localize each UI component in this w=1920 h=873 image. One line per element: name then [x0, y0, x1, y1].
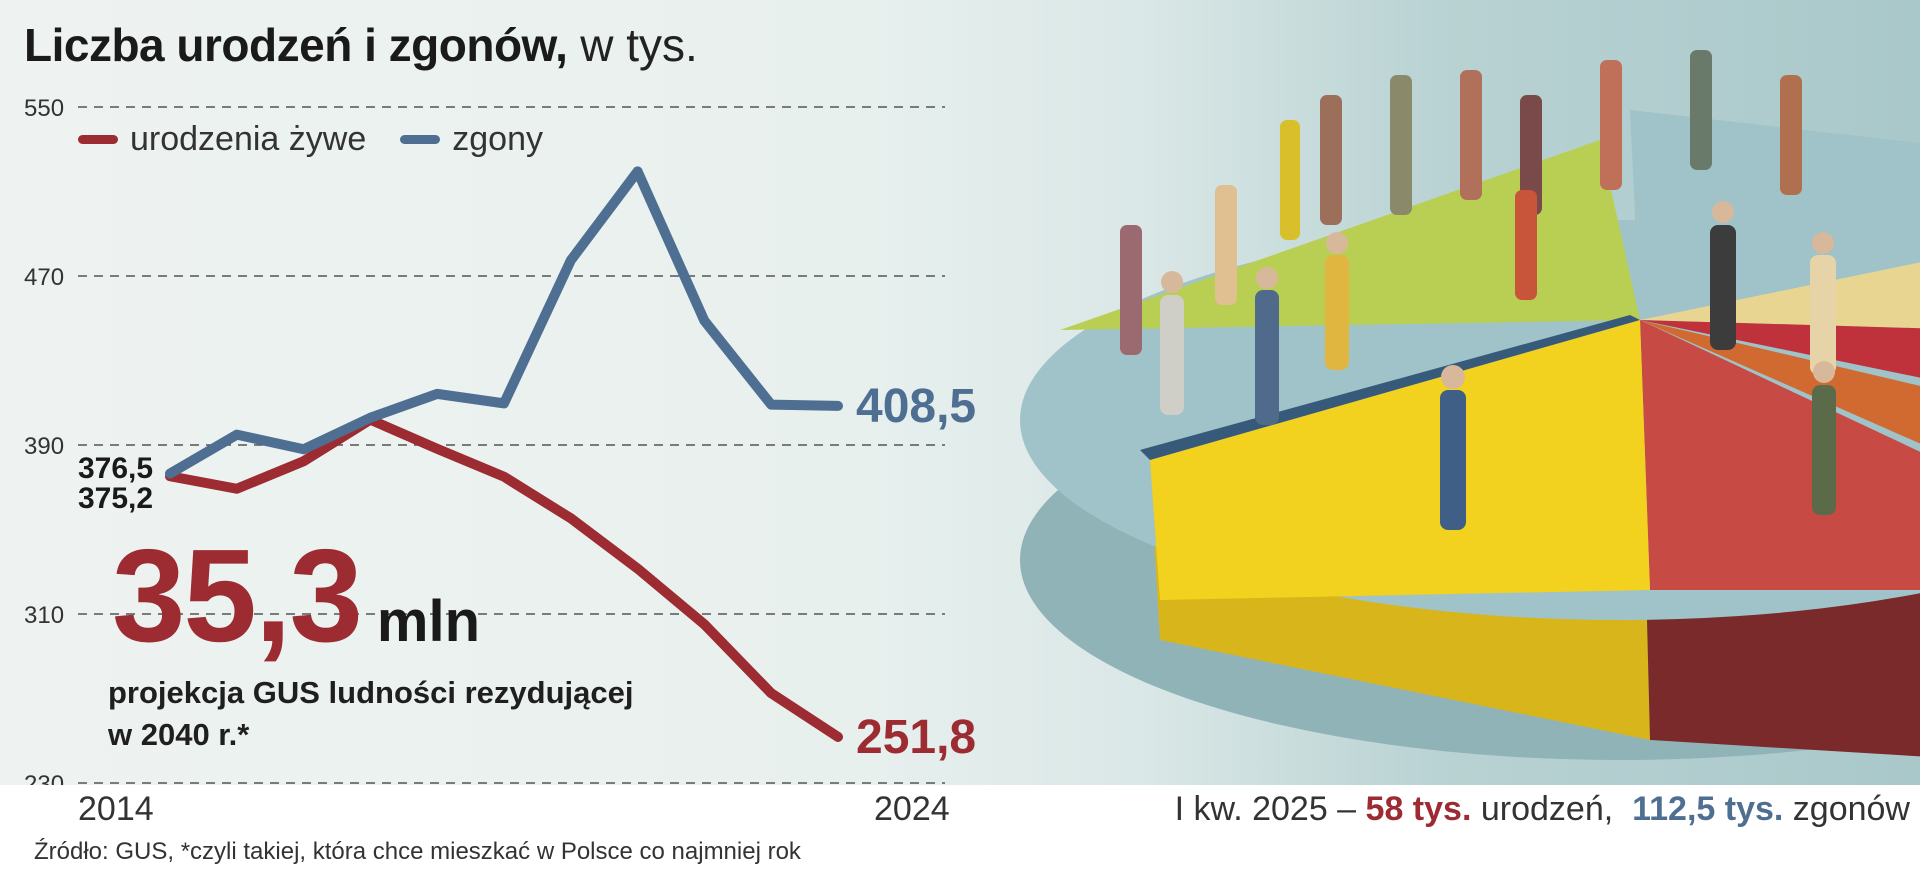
title-main: Liczba urodzeń i zgonów,: [24, 19, 568, 71]
projection-value: 35,3: [112, 522, 363, 669]
x-tick-label-start: 2014: [78, 790, 154, 828]
legend-swatch-deaths: [400, 135, 441, 144]
y-tick-label: 470: [24, 264, 64, 291]
start-label-births: 375,2: [78, 482, 153, 515]
end-label-births: 251,8: [856, 711, 976, 764]
chart-title: Liczba urodzeń i zgonów, w tys.: [24, 18, 698, 72]
title-unit: w tys.: [580, 19, 698, 71]
quarter-prefix: I kw. 2025 –: [1174, 790, 1357, 828]
series-line-deaths: [165, 166, 843, 479]
y-tick-label: 310: [24, 602, 64, 629]
end-label-deaths: 408,5: [856, 380, 976, 433]
quarter-deaths-text: zgonów: [1792, 790, 1910, 828]
source-note: Źródło: GUS, *czyli takiej, która chce m…: [34, 838, 801, 865]
legend-item-births: urodzenia żywe: [78, 120, 366, 159]
projection-line-2: w 2040 r.*: [108, 716, 250, 752]
quarter-births-value: 58 tys.: [1365, 790, 1472, 828]
pie-people-illustration: [1020, 50, 1920, 760]
legend: urodzenia żywe zgony: [78, 120, 563, 159]
quarter-births-text: urodzeń,: [1480, 790, 1614, 828]
chart-panel: 550 470 390 310 230 251,8 408,5 376,5 375,2 Licz…: [0, 0, 1920, 785]
y-tick-label: 230: [24, 771, 64, 785]
figurines: [1120, 50, 1836, 530]
series-line-births: [165, 414, 843, 742]
quarter-deaths-value: 112,5 tys.: [1632, 790, 1784, 828]
y-tick-label: 390: [24, 433, 64, 460]
legend-swatch-births: [78, 135, 118, 144]
projection-line-1: projekcja GUS ludności rezydującej: [108, 675, 634, 710]
quarter-summary: I kw. 2025 – 58 tys. urodzeń, 112,5 tys.…: [1175, 790, 1910, 829]
projection-description: projekcja GUS ludności rezydującej w 204…: [108, 672, 633, 756]
x-tick-label-end: 2024: [874, 790, 950, 828]
legend-label-deaths: zgony: [452, 120, 543, 158]
projection-unit: mln: [376, 589, 481, 654]
legend-item-deaths: zgony: [400, 120, 543, 159]
y-tick-label: 550: [24, 95, 64, 122]
population-projection: 35,3 mln: [112, 530, 480, 662]
start-label-deaths: 376,5: [78, 452, 153, 485]
legend-label-births: urodzenia żywe: [130, 120, 367, 158]
